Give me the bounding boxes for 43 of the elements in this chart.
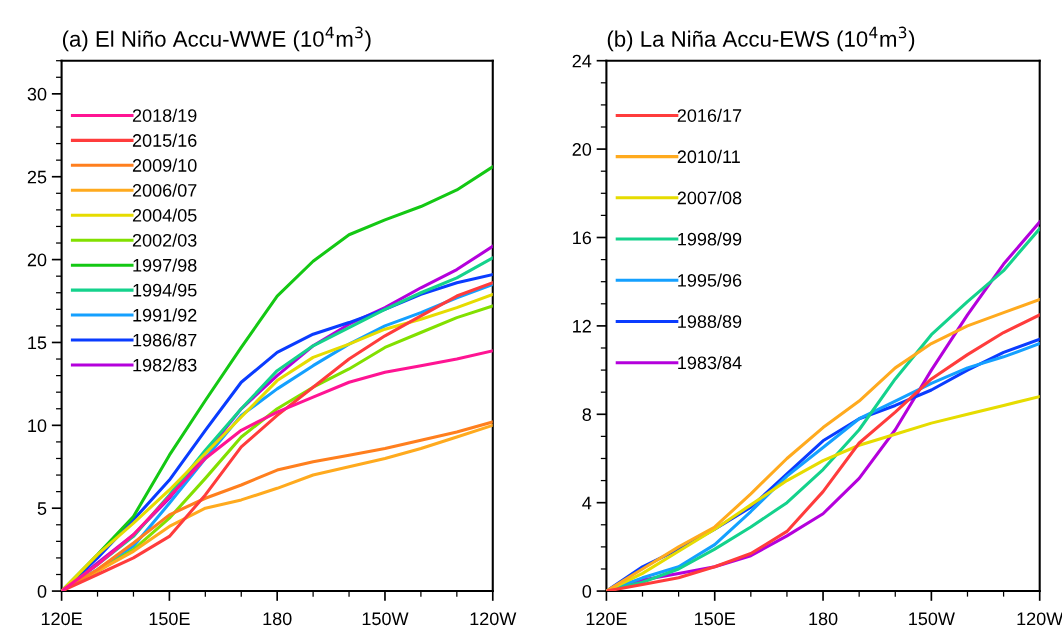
chart-title: (b) La Niña Accu-EWS (10$^{4}$m$^{3}$) — [607, 26, 915, 52]
x-tick-label: 120W — [470, 612, 517, 626]
legend-label: 2002/03 — [132, 233, 197, 247]
x-tick-label: 120E — [586, 612, 627, 626]
y-tick-label: 16 — [573, 231, 592, 245]
y-tick-label: 5 — [37, 502, 47, 515]
y-tick-label: 15 — [28, 336, 47, 350]
legend-label: 2009/10 — [132, 158, 197, 172]
y-tick-label: 24 — [572, 54, 592, 68]
y-tick-label: 30 — [27, 87, 47, 101]
x-tick-label: 120E — [41, 612, 82, 626]
y-tick-label: 10 — [28, 419, 47, 433]
legend-label: 1995/96 — [678, 273, 742, 287]
y-tick-label: 0 — [582, 585, 592, 598]
y-tick-label: 12 — [573, 319, 591, 333]
x-tick-label: 150E — [695, 612, 736, 626]
legend-label: 1997/98 — [133, 258, 197, 272]
y-tick-label: 25 — [27, 170, 47, 184]
legend-label: 2010/11 — [677, 149, 740, 164]
y-tick-label: 20 — [27, 253, 47, 267]
x-tick-label: 180 — [809, 612, 838, 626]
legend-label: 2018/19 — [132, 108, 197, 122]
legend-label: 1983/84 — [678, 355, 742, 370]
x-tick-label: 150E — [149, 612, 190, 626]
legend-label: 1991/92 — [133, 308, 197, 322]
legend-label: 1994/95 — [133, 283, 197, 297]
y-tick-label: 0 — [37, 585, 47, 598]
y-tick-label: 8 — [582, 408, 592, 422]
legend-label: 2015/16 — [132, 133, 197, 147]
legend-label: 2016/17 — [677, 108, 742, 122]
x-tick-label: 150W — [362, 612, 409, 626]
legend-label: 1988/89 — [678, 314, 742, 328]
y-tick-label: 4 — [582, 496, 592, 510]
legend-label: 1982/83 — [133, 358, 197, 372]
y-tick-label: 20 — [572, 143, 592, 156]
x-tick-label: 150W — [909, 612, 955, 626]
legend-label: 2007/08 — [677, 191, 742, 205]
legend-label: 1986/87 — [133, 333, 197, 347]
legend-label: 2004/05 — [132, 208, 197, 222]
chart-title: (a) El Niño Accu-WWE (10$^{4}$m$^{3}$) — [62, 26, 371, 52]
legend-label: 2006/07 — [132, 183, 197, 197]
x-tick-label: 180 — [263, 612, 292, 626]
legend-label: 1998/99 — [678, 232, 742, 246]
